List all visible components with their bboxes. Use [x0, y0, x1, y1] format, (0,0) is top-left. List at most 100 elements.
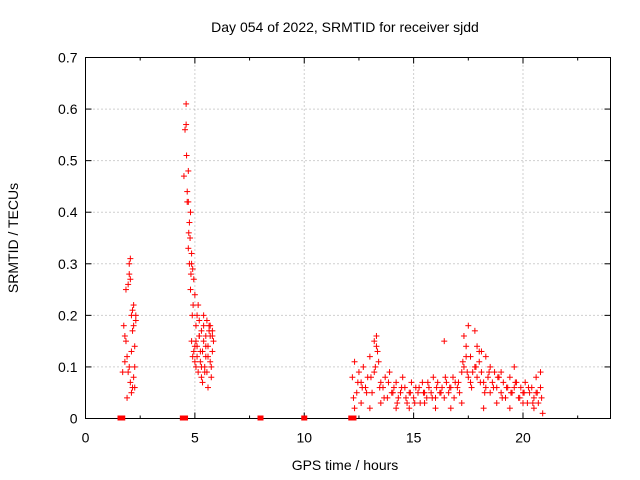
- data-point: [402, 394, 409, 401]
- data-point: [119, 369, 126, 376]
- data-point: [538, 394, 545, 401]
- data-point: [411, 400, 418, 407]
- data-point: [184, 198, 191, 205]
- data-point: [517, 384, 524, 391]
- data-point: [407, 389, 414, 396]
- data-point: [377, 400, 384, 407]
- chart-title: Day 054 of 2022, SRMTID for receiver sjd…: [211, 19, 479, 35]
- data-point: [472, 363, 479, 370]
- data-point: [506, 374, 513, 381]
- data-point: [127, 379, 134, 386]
- x-axis-ticks: 0 5 10 15 20: [82, 57, 579, 446]
- data-point: [429, 394, 436, 401]
- data-point: [208, 374, 215, 381]
- data-point: [195, 302, 202, 309]
- data-point: [500, 379, 507, 386]
- data-point: [419, 379, 426, 386]
- data-point: [187, 209, 194, 216]
- data-point: [494, 374, 501, 381]
- zero-point: [257, 415, 264, 421]
- data-point: [125, 281, 132, 288]
- data-point: [350, 394, 357, 401]
- data-point: [130, 322, 137, 329]
- data-point: [432, 405, 439, 412]
- data-point: [191, 358, 198, 365]
- x-tick-label: 15: [406, 430, 422, 446]
- data-point: [185, 229, 192, 236]
- data-point: [126, 271, 133, 278]
- data-point: [132, 317, 139, 324]
- data-point: [463, 343, 470, 350]
- data-point: [478, 369, 485, 376]
- zero-point: [119, 415, 126, 421]
- data-point: [183, 121, 190, 128]
- data-point: [351, 405, 358, 412]
- data-point: [439, 384, 446, 391]
- data-point: [372, 363, 379, 370]
- data-point: [511, 363, 518, 370]
- data-point: [467, 353, 474, 360]
- data-point: [394, 400, 401, 407]
- data-point: [534, 389, 541, 396]
- data-point: [363, 389, 370, 396]
- data-point: [349, 374, 356, 381]
- data-point: [375, 358, 382, 365]
- data-point: [526, 389, 533, 396]
- data-point: [196, 332, 203, 339]
- data-point: [437, 389, 444, 396]
- data-point: [198, 327, 205, 334]
- data-point: [499, 394, 506, 401]
- data-point: [192, 338, 199, 345]
- data-point: [486, 369, 493, 376]
- data-point: [180, 173, 187, 180]
- data-point: [477, 379, 484, 386]
- data-point: [190, 348, 197, 355]
- data-point: [183, 100, 190, 107]
- data-point: [371, 338, 378, 345]
- data-point: [369, 389, 376, 396]
- data-point: [124, 394, 131, 401]
- data-point: [130, 374, 137, 381]
- data-point: [507, 389, 514, 396]
- data-point: [132, 312, 139, 319]
- data-point: [209, 348, 216, 355]
- data-point: [183, 152, 190, 159]
- data-point: [122, 338, 129, 345]
- y-axis-label: SRMTID / TECUs: [5, 183, 21, 293]
- data-point: [124, 353, 131, 360]
- data-point: [200, 322, 207, 329]
- data-point: [451, 394, 458, 401]
- data-point: [385, 379, 392, 386]
- data-point: [187, 286, 194, 293]
- data-point: [480, 405, 487, 412]
- data-point: [355, 369, 362, 376]
- data-point: [489, 379, 496, 386]
- data-point: [539, 410, 546, 417]
- data-point: [197, 358, 204, 365]
- data-point: [129, 327, 136, 334]
- x-tick-label: 5: [191, 430, 199, 446]
- data-point: [126, 260, 133, 267]
- data-point: [533, 374, 540, 381]
- data-point: [393, 379, 400, 386]
- data-point: [460, 332, 467, 339]
- data-point: [487, 363, 494, 370]
- data-point: [184, 188, 191, 195]
- data-point: [474, 343, 481, 350]
- zero-markers: [117, 415, 357, 421]
- data-point: [188, 260, 195, 267]
- data-point: [471, 327, 478, 334]
- data-point: [130, 302, 137, 309]
- y-tick-label: 0: [70, 411, 78, 427]
- data-point: [506, 405, 513, 412]
- data-point: [464, 369, 471, 376]
- data-point: [520, 400, 526, 407]
- data-point: [393, 405, 400, 412]
- data-point: [465, 322, 472, 329]
- data-point: [354, 379, 361, 386]
- data-point: [498, 369, 505, 376]
- data-point: [442, 374, 449, 381]
- data-point: [202, 343, 209, 350]
- data-point: [188, 250, 195, 257]
- data-point: [187, 271, 194, 278]
